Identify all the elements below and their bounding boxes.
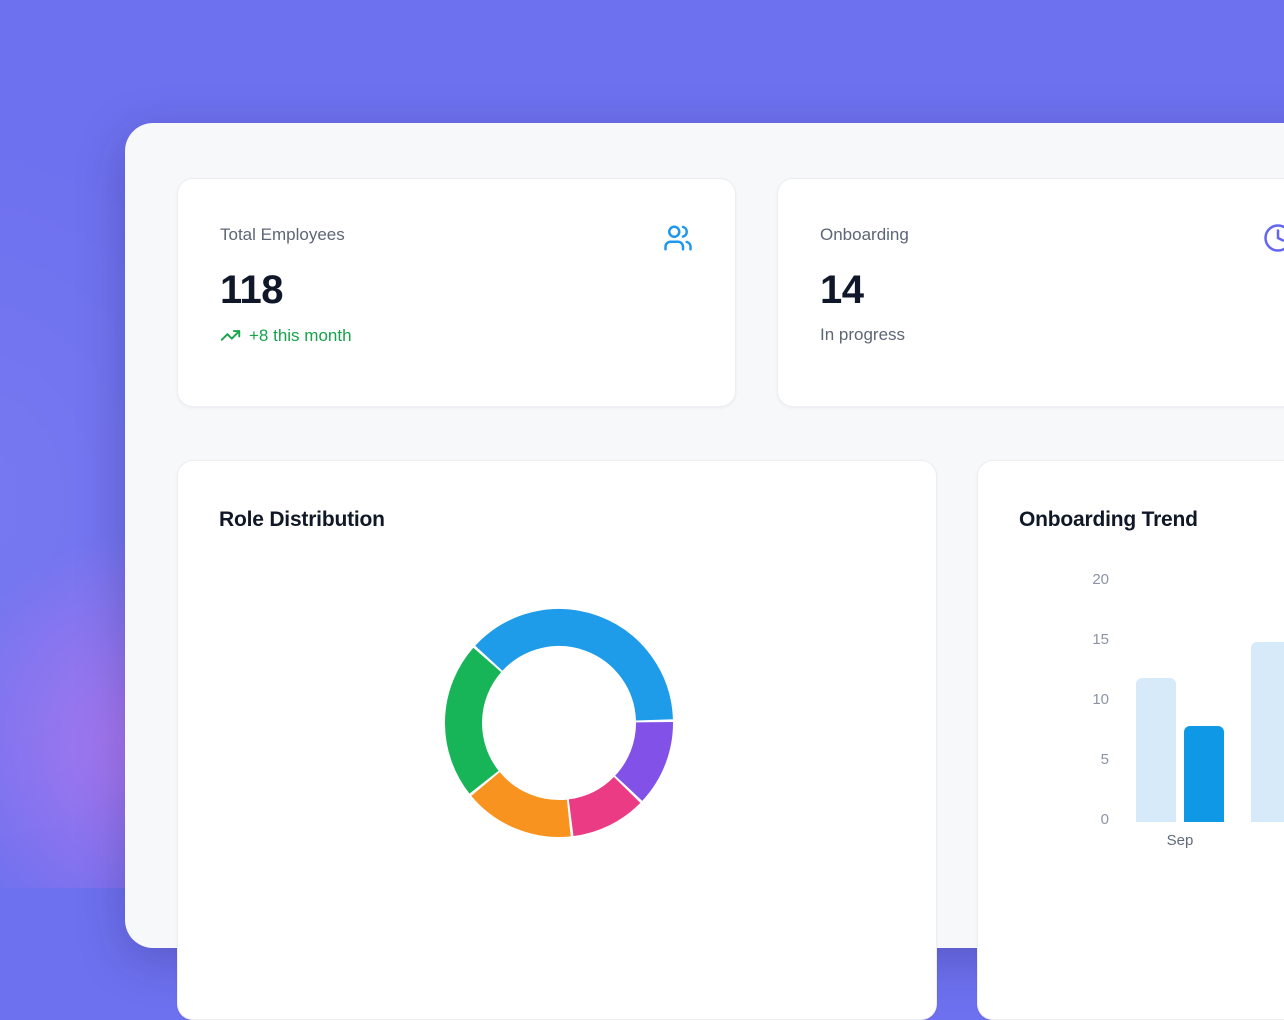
stat-value: 118 [220,267,693,313]
onboarding-trend-card: Onboarding Trend 05101520SepOct [977,460,1284,1020]
dashboard-panel: Total Employees 118 +8 this month [125,123,1284,948]
bar-light-sep[interactable] [1136,678,1176,822]
users-icon [663,223,693,253]
role-distribution-donut[interactable] [439,603,679,843]
y-axis-tick: 0 [1065,810,1109,830]
segment-purple[interactable] [629,722,655,788]
stat-card-header: Total Employees [220,223,693,253]
stat-value: 14 [820,267,1284,313]
y-axis-tick: 20 [1065,570,1109,590]
chart-title: Role Distribution [219,507,896,533]
stat-label: Onboarding [820,223,909,247]
y-axis-tick: 5 [1065,750,1109,770]
trending-up-icon [220,325,241,346]
segment-green[interactable] [463,660,487,782]
stat-subtext: In progress [820,325,1284,345]
segment-pink[interactable] [571,790,627,818]
stat-delta-text: +8 this month [249,326,352,346]
onboarding-trend-plot[interactable]: 0 5 10 15 20 Sep Oct [978,461,1284,1019]
stat-delta: +8 this month [220,325,693,346]
onboarding-card: Onboarding 14 In progress [777,178,1284,407]
role-distribution-card: Role Distribution [177,460,937,1020]
segment-blue[interactable] [489,628,655,720]
x-axis-label: Sep [1140,832,1220,849]
stat-label: Total Employees [220,223,345,247]
y-axis-tick: 15 [1065,630,1109,650]
total-employees-card: Total Employees 118 +8 this month [177,178,736,407]
x-axis-label: Oct [1255,832,1284,849]
bar-light-oct[interactable] [1251,642,1284,822]
segment-orange[interactable] [486,784,569,818]
bar-dark-sep[interactable] [1184,726,1224,822]
y-axis-tick: 10 [1065,690,1109,710]
stat-card-header: Onboarding [820,223,1284,253]
clock-icon [1263,223,1284,253]
